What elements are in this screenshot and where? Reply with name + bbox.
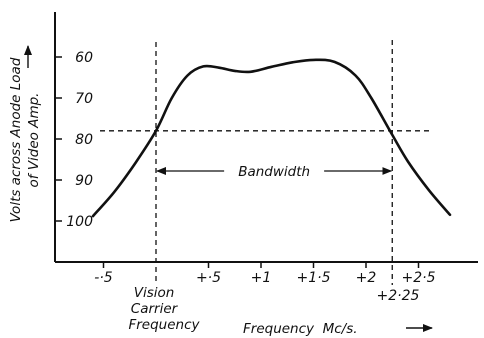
y-axis-label-group: Volts across Anode Load of Video Amp. <box>8 57 42 222</box>
x-tick-group: -·5 +·5 +1 +1·5 +2 +2·5 <box>94 262 436 286</box>
y-tick-label: 60 <box>75 50 93 66</box>
y-tick-label: 70 <box>75 91 93 107</box>
x-axis-label: Frequency Mc/s. <box>243 321 358 337</box>
vision-carrier-label-2: Carrier <box>131 301 179 317</box>
x-tick-label: +1·5 <box>297 270 331 286</box>
x-tick-label: +2·5 <box>402 270 436 286</box>
x-tick-label: +2 <box>356 270 377 286</box>
vision-carrier-label-1: Vision <box>134 285 175 301</box>
y-axis-label-line-1: Volts across Anode Load <box>8 57 24 222</box>
y-axis-label-line-2: of Video Amp. <box>26 93 42 188</box>
y-tick-group: 60 70 80 90 100 <box>55 50 93 230</box>
y-tick-label: 100 <box>66 214 93 230</box>
bandwidth-label: Bandwidth <box>238 164 310 180</box>
x-tick-label: -·5 <box>94 270 113 286</box>
y-tick-label: 80 <box>75 132 93 148</box>
y-tick-label: 90 <box>75 173 93 189</box>
x-tick-label: +1 <box>251 270 272 286</box>
x-tick-label: +·5 <box>196 270 221 286</box>
response-curve <box>91 58 452 218</box>
upper-edge-label: +2·25 <box>377 288 420 304</box>
vision-carrier-label-3: Frequency <box>128 317 200 333</box>
